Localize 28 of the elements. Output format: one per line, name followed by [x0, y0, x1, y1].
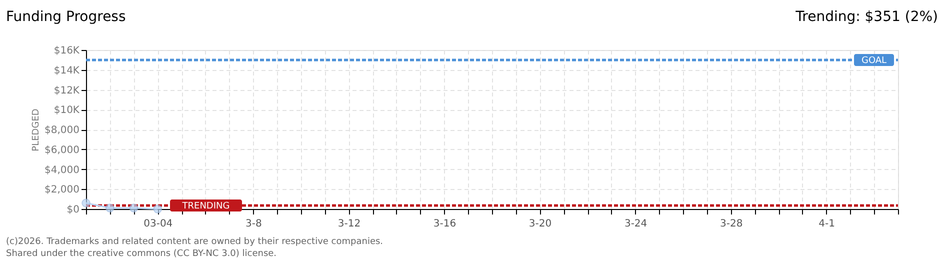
text: (c)2026. Trademarks and related content are owned by their respective companies. [6, 237, 384, 247]
point [106, 204, 114, 212]
x-tick-label: 3-12 [338, 218, 361, 230]
x-tick-label: 03-04 [144, 218, 173, 230]
y-tick-label: $6,000 [44, 144, 80, 156]
y-tick-label: $8,000 [44, 125, 80, 136]
y-tick-label: $2,000 [44, 184, 80, 196]
x-tick-label: 4-1 [818, 218, 836, 230]
x-tick-label: 3-16 [433, 218, 456, 230]
x-tick-label: 3-8 [246, 218, 262, 230]
y-tick-label: $16K [54, 46, 80, 56]
y-tick-label: $14K [54, 65, 80, 76]
y-tick-label: $12K [54, 85, 80, 96]
text: Shared under the creative commons (CC BY-NC 3.0) license. [6, 249, 277, 259]
ref-line-label: GOAL [861, 56, 887, 66]
ref-line-label: TRENDING [181, 202, 230, 212]
y-axis-title: PLEDGED [32, 108, 42, 152]
point [129, 204, 138, 212]
point [153, 204, 162, 214]
x-tick-label: 3-24 [624, 218, 648, 230]
x-tick-label: 3-28 [720, 218, 743, 230]
y-tick-label: $4,000 [44, 164, 80, 176]
y-tick-label: $0 [66, 204, 80, 216]
point [82, 198, 90, 208]
y-tick-label: $10K [54, 105, 80, 116]
x-tick-label: 3-20 [528, 218, 552, 230]
text: Trending: $351 (2%) [794, 9, 938, 25]
chart-title: Funding Progress [6, 9, 126, 25]
